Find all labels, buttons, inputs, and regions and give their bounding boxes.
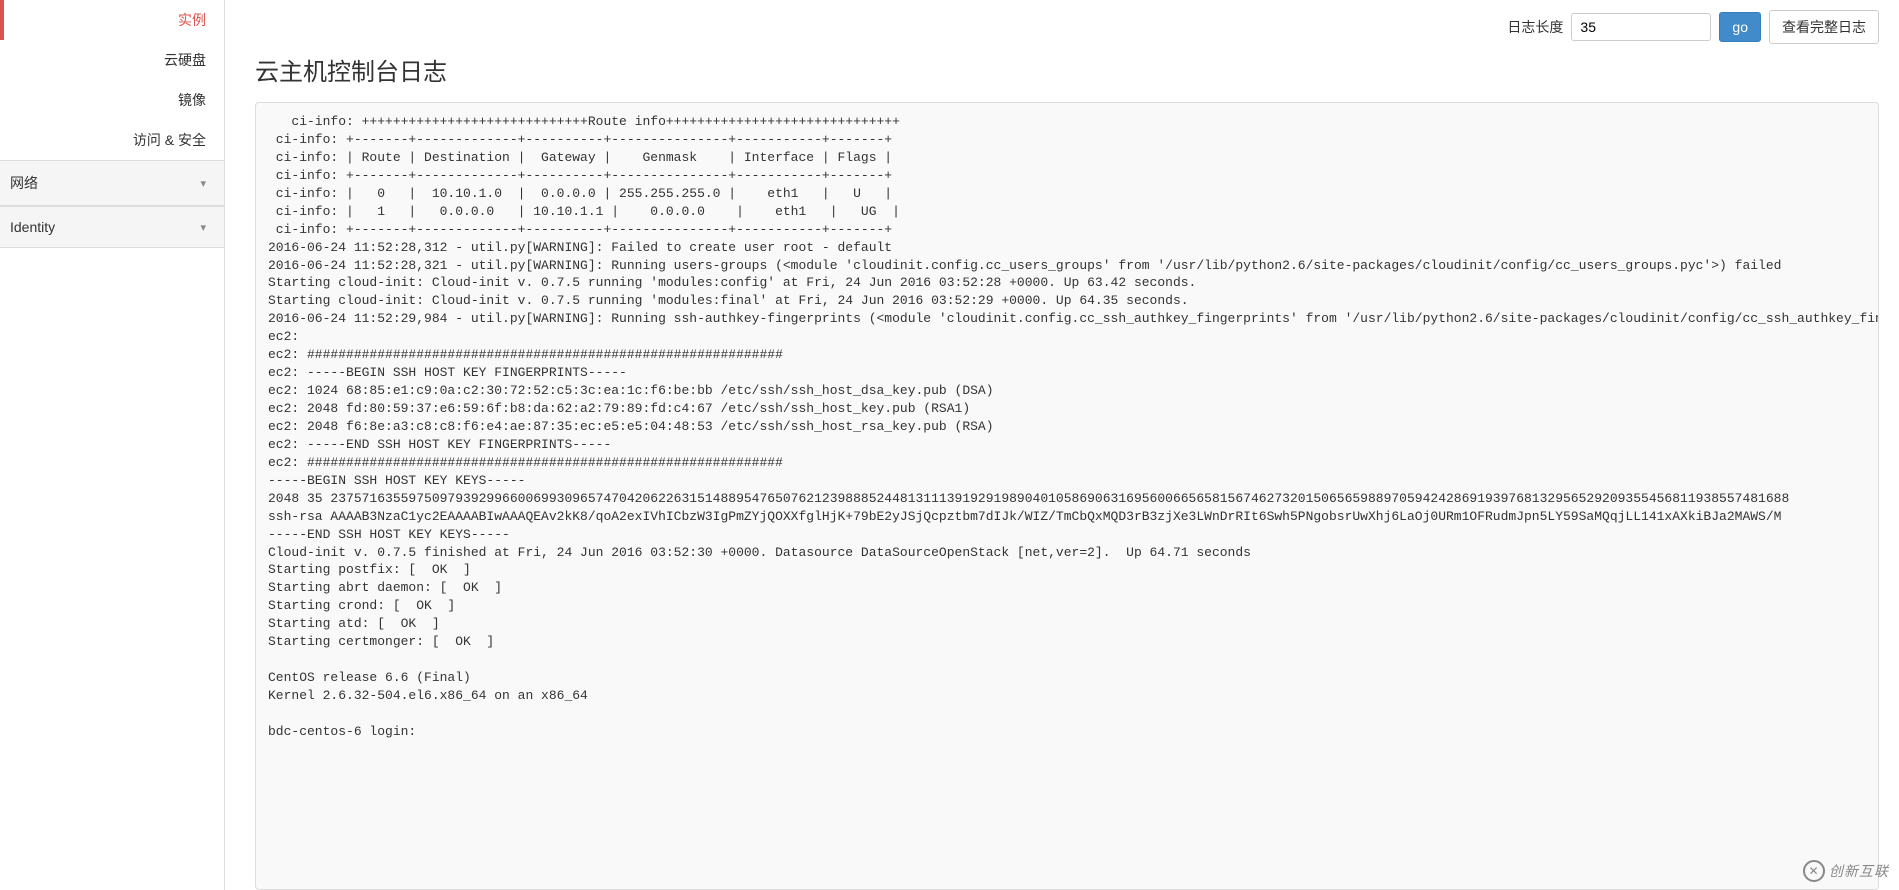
watermark-icon: ✕: [1803, 860, 1825, 882]
sidebar-item-label: 访问 & 安全: [133, 132, 206, 148]
chevron-down-icon: ▾: [200, 221, 206, 234]
sidebar-section-network[interactable]: 网络 ▾: [0, 160, 224, 206]
sidebar-section-identity[interactable]: Identity ▾: [0, 206, 224, 248]
page-title: 云主机控制台日志: [255, 52, 1879, 87]
toolbar: 日志长度 go 查看完整日志: [255, 10, 1879, 44]
sidebar-item-label: 镜像: [178, 92, 206, 108]
sidebar-item-label: 云硬盘: [164, 52, 206, 68]
sidebar-item-instances[interactable]: 实例: [0, 0, 224, 40]
go-button[interactable]: go: [1719, 12, 1761, 42]
sidebar-item-access-security[interactable]: 访问 & 安全: [0, 120, 224, 160]
main-content: 日志长度 go 查看完整日志 云主机控制台日志 ci-info: +++++++…: [225, 0, 1899, 890]
sidebar: 实例 云硬盘 镜像 访问 & 安全 网络 ▾ Identity ▾: [0, 0, 225, 890]
sidebar-item-volumes[interactable]: 云硬盘: [0, 40, 224, 80]
sidebar-item-images[interactable]: 镜像: [0, 80, 224, 120]
log-length-label: 日志长度: [1507, 17, 1563, 37]
log-scroll-container[interactable]: ci-info: +++++++++++++++++++++++++++++Ro…: [256, 103, 1878, 889]
watermark-text: 创新互联: [1829, 861, 1889, 881]
sidebar-nav: 实例 云硬盘 镜像 访问 & 安全: [0, 0, 224, 160]
log-length-input[interactable]: [1571, 13, 1711, 41]
sidebar-item-label: 实例: [178, 12, 206, 28]
console-log-output: ci-info: +++++++++++++++++++++++++++++Ro…: [268, 113, 1866, 741]
watermark: ✕ 创新互联: [1803, 860, 1889, 882]
sidebar-section-label: 网络: [10, 173, 38, 193]
view-full-log-button[interactable]: 查看完整日志: [1769, 10, 1879, 44]
sidebar-section-label: Identity: [10, 219, 55, 235]
log-panel: ci-info: +++++++++++++++++++++++++++++Ro…: [255, 102, 1879, 890]
chevron-down-icon: ▾: [200, 177, 206, 190]
